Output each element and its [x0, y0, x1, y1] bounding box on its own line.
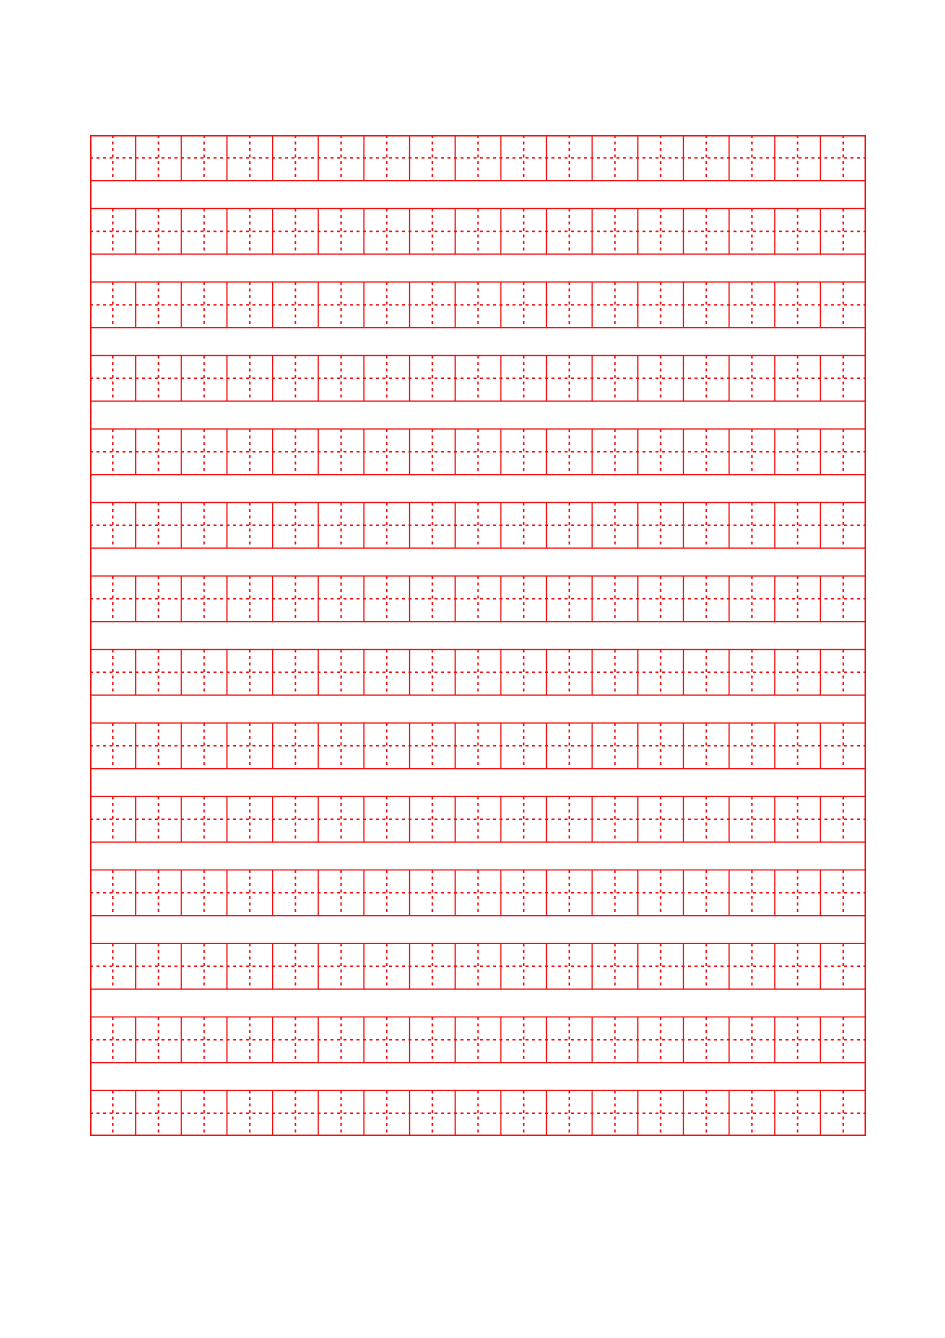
practice-grid	[90, 135, 866, 1136]
page	[0, 0, 945, 1338]
